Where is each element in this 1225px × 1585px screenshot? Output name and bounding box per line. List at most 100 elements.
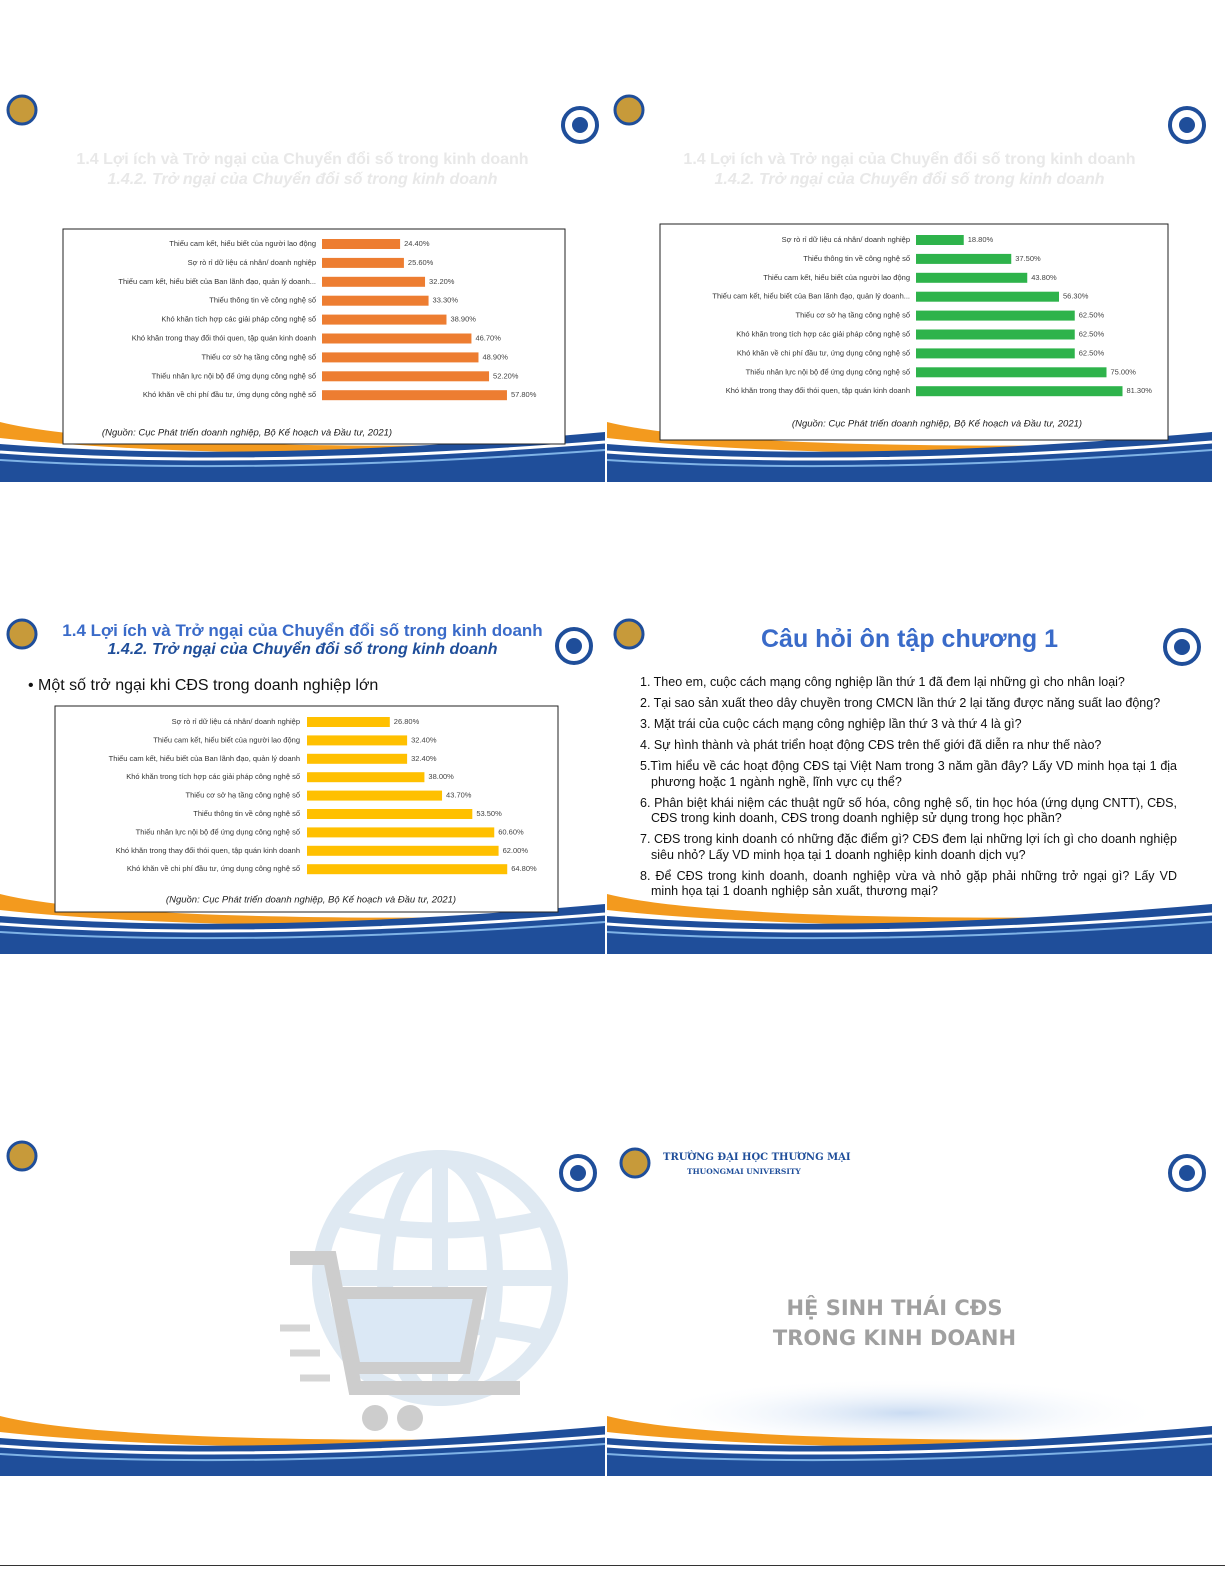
bar (916, 386, 1123, 397)
category-label: Thiếu nhân lực nội bộ để ứng dụng công n… (136, 827, 301, 836)
bar (322, 239, 401, 249)
category-label: Thiếu cam kết, hiểu biết của người lao đ… (169, 239, 316, 248)
bar (916, 310, 1075, 321)
slide-subtitle: 1.4.2. Trở ngại của Chuyển đổi số trong … (107, 641, 498, 658)
footer-wave (607, 449, 1212, 468)
bar (916, 367, 1107, 378)
value-label: 53.50% (476, 809, 502, 818)
category-label: Khó khăn trong tích hợp các giải pháp cô… (736, 329, 911, 338)
category-label: Sợ rò rỉ dữ liệu cá nhân/ doanh nghiệp (172, 717, 300, 726)
logo (613, 94, 645, 126)
value-label: 37.50% (1015, 254, 1041, 263)
logo (1179, 1165, 1195, 1181)
question: 3. Mặt trái của cuộc cách mạng công nghi… (640, 717, 1022, 731)
footer-wave (0, 449, 605, 468)
value-label: 32.40% (411, 735, 437, 744)
bar (307, 735, 408, 746)
value-label: 62.50% (1079, 329, 1105, 338)
slide-graphics (0, 1140, 605, 1476)
logo (1174, 639, 1190, 655)
value-label: 33.30% (433, 296, 459, 305)
logo (613, 618, 645, 650)
category-label: Thiếu cam kết, hiểu biết của Ban lãnh đạ… (712, 292, 910, 301)
question: 6. Phân biệt khái niệm các thuật ngữ số … (640, 795, 1177, 826)
slide-graphics: Sợ rò rỉ dữ liệu cá nhân/ doanh nghiệp 18… (607, 94, 1212, 482)
logo (6, 1140, 38, 1172)
value-label: 62.00% (503, 846, 529, 855)
slide: TRƯỜNG ĐẠI HỌC THƯƠNG MẠI THUONGMAI UNIV… (607, 1128, 1212, 1476)
category-label: Thiếu cam kết, hiểu biết của Ban lãnh đạ… (109, 754, 300, 763)
value-label: 81.30% (1127, 386, 1153, 395)
category-label: Thiếu thông tin về công nghệ số (803, 254, 911, 263)
value-label: 52.20% (493, 371, 519, 380)
category-label: Thiếu cam kết, hiểu biết của người lao đ… (153, 735, 300, 744)
category-label: Thiếu nhân lực nội bộ để ứng dụng công n… (746, 367, 911, 376)
value-label: 26.80% (394, 717, 420, 726)
logo (619, 1147, 651, 1179)
category-label: Khó khăn về chi phí đầu tư, ứng dụng côn… (737, 348, 911, 357)
bar (307, 717, 390, 727)
category-label: Thiếu cơ sở hạ tầng công nghệ số (186, 791, 301, 800)
category-label: Khó khăn trong thay đổi thói quen, tập q… (132, 333, 316, 342)
slide-title: Câu hỏi ôn tập chương 1 (761, 625, 1058, 653)
category-label: Thiếu thông tin về công nghệ số (209, 296, 317, 305)
bar (307, 827, 495, 838)
page-rule (0, 1565, 1225, 1566)
value-label: 43.80% (1031, 273, 1057, 282)
value-label: 38.00% (428, 772, 454, 781)
university-name: TRƯỜNG ĐẠI HỌC THƯƠNG MẠI (663, 1152, 851, 1163)
bar (307, 772, 425, 783)
slide-title: 1.4 Lợi ích và Trở ngại của Chuyển đổi s… (683, 151, 1136, 168)
bar (307, 864, 508, 875)
question-list: 1. Theo em, cuộc cách mạng công nghiệp l… (640, 675, 1177, 905)
value-label: 75.00% (1111, 367, 1137, 376)
logo (570, 1165, 586, 1181)
value-label: 43.70% (446, 791, 472, 800)
university-name-en: THUONGMAI UNIVERSITY (687, 1167, 801, 1176)
bar (322, 371, 490, 382)
chart-source: (Nguồn: Cục Phát triển doanh nghiệp, Bộ … (166, 895, 456, 906)
footer-wave (607, 1443, 1212, 1462)
value-label: 25.60% (408, 258, 434, 267)
slide-title: 1.4 Lợi ích và Trở ngại của Chuyển đổi s… (76, 151, 529, 168)
slide-title: 1.4 Lợi ích và Trở ngại của Chuyển đổi s… (62, 621, 543, 640)
value-label: 56.30% (1063, 292, 1089, 301)
glow (647, 1378, 1167, 1448)
logo (6, 618, 38, 650)
question: 2. Tại sao sản xuất theo dây chuyền tron… (640, 696, 1161, 710)
category-label: Sợ rò rỉ dữ liệu cá nhân/ doanh nghiệp (782, 235, 910, 244)
chart-frame (659, 223, 1169, 441)
footer-wave (0, 1434, 605, 1455)
category-label: Khó khăn tích hợp các giải pháp công ngh… (161, 315, 316, 324)
chart-source: (Nguồn: Cục Phát triển doanh nghiệp, Bộ … (792, 419, 1082, 430)
footer-wave (0, 921, 605, 940)
category-label: Khó khăn về chi phí đầu tư, ứng dụng côn… (143, 390, 317, 399)
bar (916, 253, 1012, 264)
slide-subtitle: 1.4.2. Trở ngại của Chuyển đổi số trong … (107, 171, 498, 188)
footer-wave (0, 912, 605, 933)
value-label: 64.80% (511, 864, 537, 873)
bar (916, 272, 1028, 283)
slide: Sợ rò rỉ dữ liệu cá nhân/ doanh nghiệp 18… (607, 85, 1212, 482)
question: 1. Theo em, cuộc cách mạng công nghiệp l… (640, 675, 1125, 689)
bar (307, 809, 473, 819)
bar (916, 348, 1075, 359)
category-label: Thiếu cơ sở hạ tầng công nghệ số (202, 352, 317, 361)
value-label: 60.60% (498, 827, 524, 836)
bar (322, 295, 429, 306)
value-label: 32.40% (411, 754, 437, 763)
question: 8. Để CĐS trong kinh doanh, doanh nghiệp… (640, 868, 1177, 899)
bar (322, 333, 472, 344)
cart-illustration (280, 1251, 520, 1431)
category-label: Khó khăn trong thay đổi thói quen, tập q… (726, 386, 910, 395)
value-label: 62.50% (1079, 348, 1105, 357)
bar (307, 790, 443, 801)
category-label: Khó khăn về chi phí đầu tư, ứng dụng côn… (127, 864, 301, 873)
question: 5.Tìm hiểu về các hoạt động CĐS tại Việt… (640, 759, 1177, 789)
chart-frame (54, 705, 559, 913)
slide (0, 1128, 605, 1476)
category-label: Khó khăn trong thay đổi thói quen, tập q… (116, 846, 300, 855)
logo (6, 94, 38, 126)
bar (307, 753, 408, 764)
chart-source: (Nguồn: Cục Phát triển doanh nghiệp, Bộ … (102, 428, 392, 439)
